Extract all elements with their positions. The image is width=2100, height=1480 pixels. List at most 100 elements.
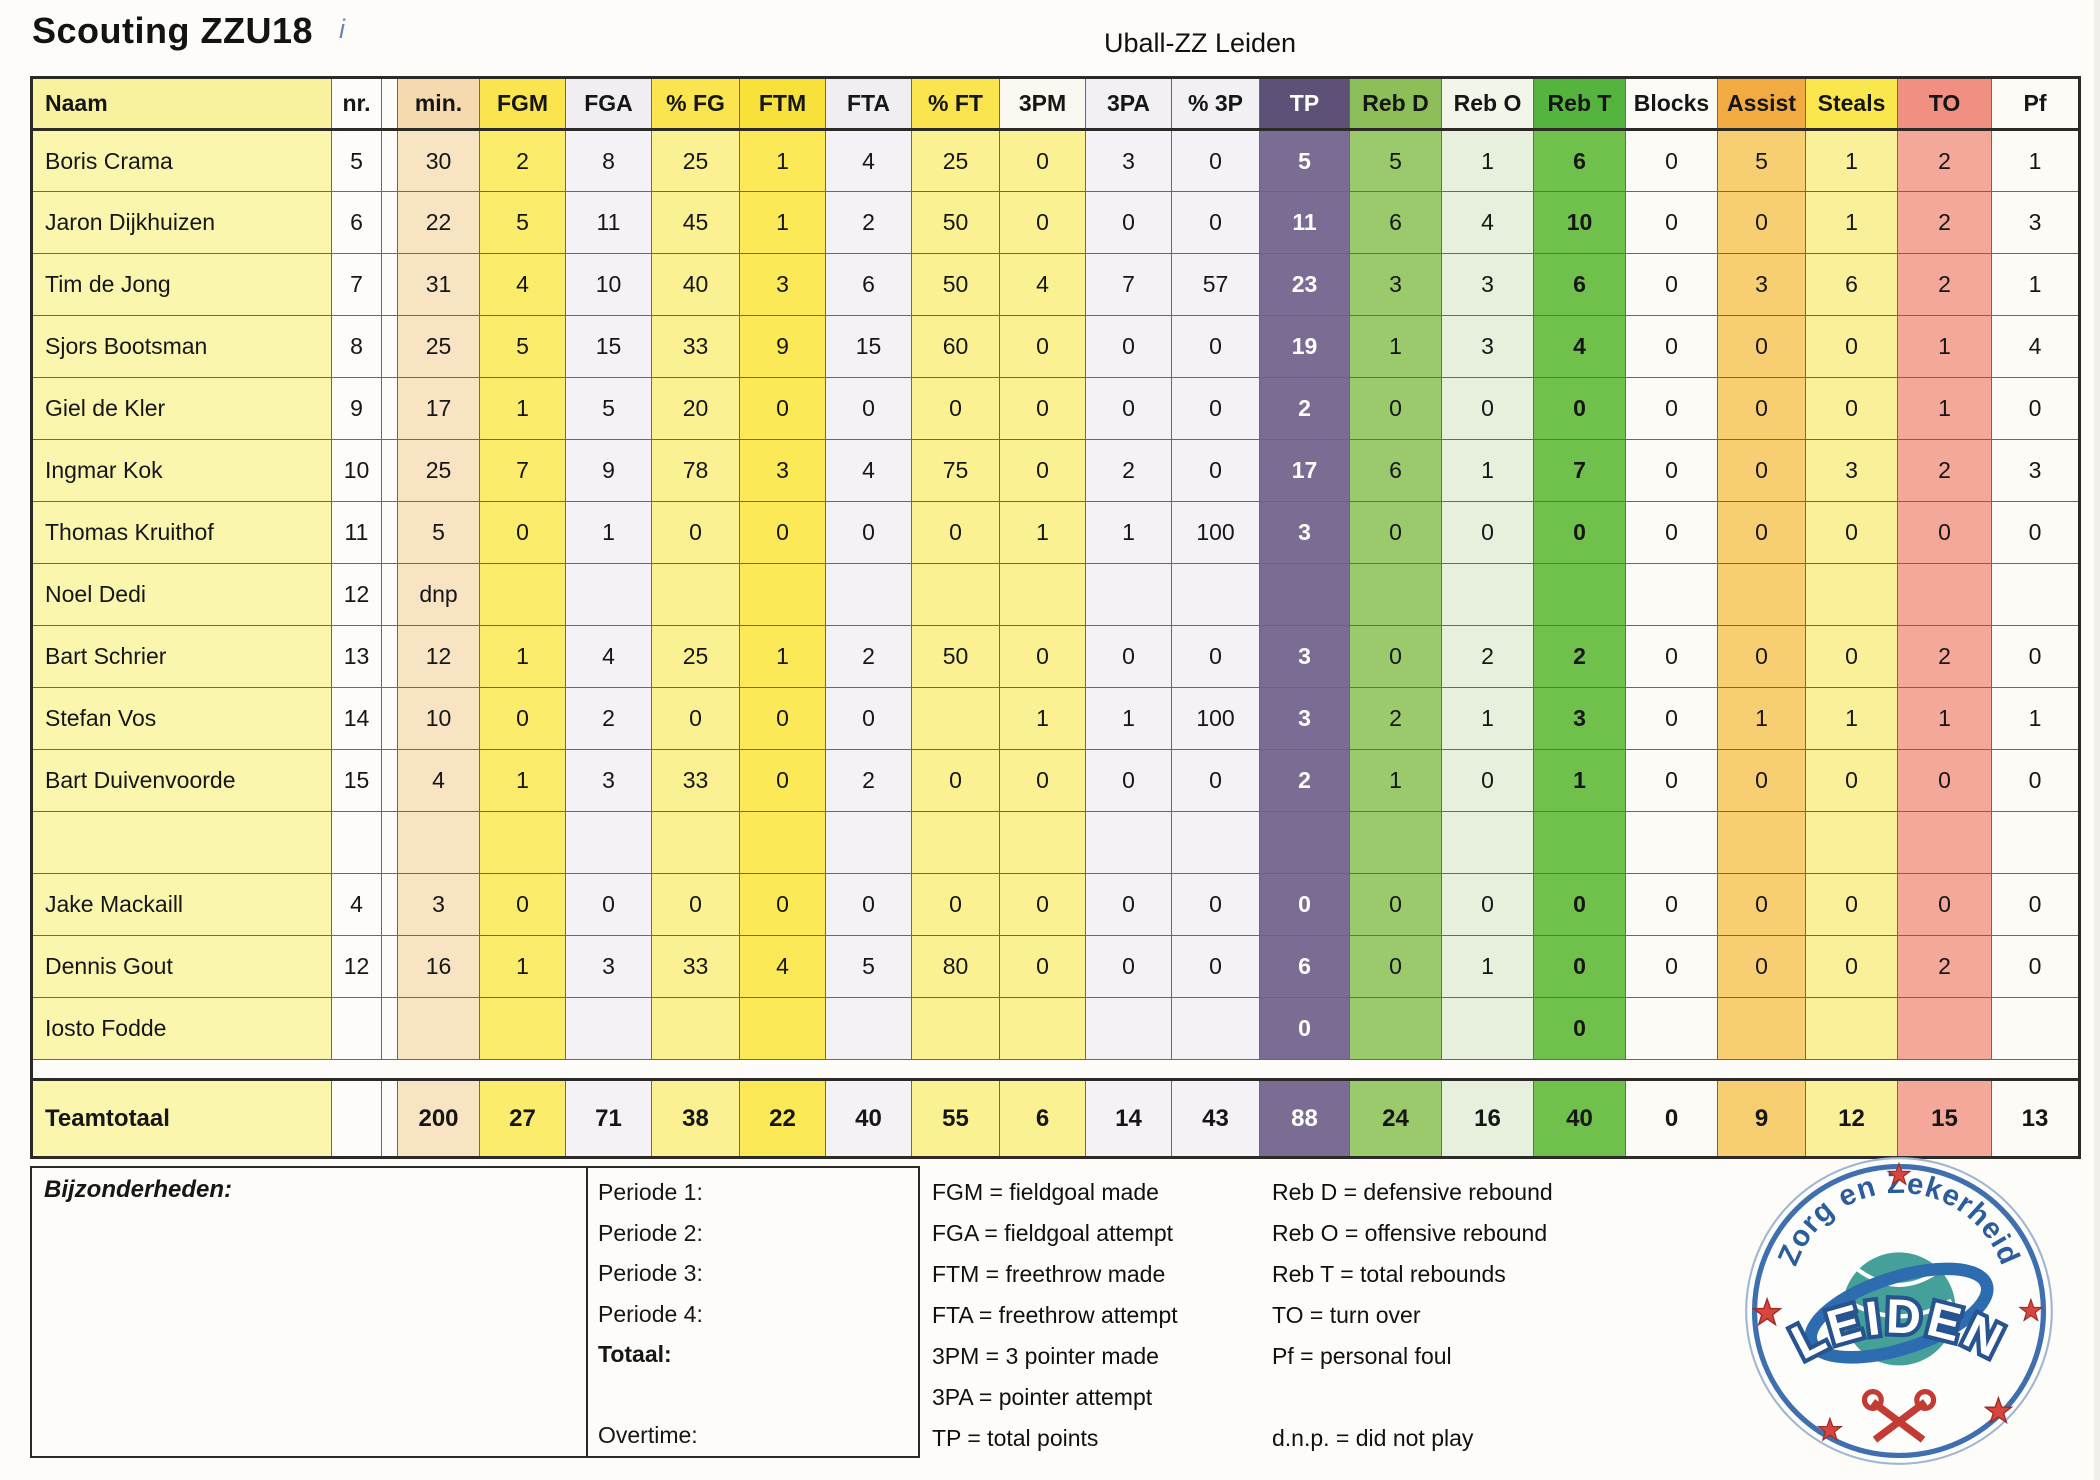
cell-tp: 0 <box>1259 997 1350 1060</box>
cell-pf: 1 <box>1991 129 2080 192</box>
cell-tp: 2 <box>1259 377 1350 440</box>
legend-item: Reb T = total rebounds <box>1272 1261 1506 1287</box>
cell-p3a: 0 <box>1085 315 1172 378</box>
cell-fta <box>825 811 912 874</box>
cell-pft: 0 <box>911 377 1000 440</box>
cell-fga: 1 <box>565 501 652 564</box>
column-header-pfg: % FG <box>651 77 740 131</box>
player-row: Sjors Bootsman 8 25 5 15 33 9 15 60 0 0 0 19 1 3 4 0 0 0 1 4 <box>31 315 2080 378</box>
legend-column-right: Reb D = defensive rebound Reb O = offensi… <box>1272 1172 1712 1459</box>
cell-p3m: 1 <box>999 501 1086 564</box>
cell-rebo: 1 <box>1441 935 1534 998</box>
cell-fgm: 4 <box>479 253 566 316</box>
cell-to <box>1897 997 1992 1060</box>
cell-steals: 12 <box>1805 1078 1898 1158</box>
cell-blocks: 0 <box>1625 873 1718 936</box>
cell-rebt: 0 <box>1533 997 1626 1060</box>
period-label: Periode 4: <box>598 1300 703 1327</box>
legend-item: TO = turn over <box>1272 1302 1421 1328</box>
cell-assist: 0 <box>1717 191 1806 254</box>
cell-tp: 23 <box>1259 253 1350 316</box>
cell-rebd: 1 <box>1349 749 1442 812</box>
cell-pf: 0 <box>1991 935 2080 998</box>
cell-pft: 50 <box>911 253 1000 316</box>
cell-assist: 0 <box>1717 873 1806 936</box>
cell-to <box>1897 563 1992 626</box>
cell-p3m <box>999 811 1086 874</box>
cell-pft <box>911 997 1000 1060</box>
cell-p3m: 6 <box>999 1078 1086 1158</box>
cell-pfg: 38 <box>651 1078 740 1158</box>
gap-cell <box>31 1059 2080 1080</box>
period-label <box>588 1375 918 1416</box>
cell-assist: 0 <box>1717 625 1806 688</box>
player-row: Dennis Gout 12 16 1 3 33 4 5 80 0 0 0 6 0 1 0 0 0 0 2 0 <box>31 935 2080 998</box>
cell-p3p: 0 <box>1171 749 1260 812</box>
title-bar: Scouting ZZU18 i <box>32 10 345 52</box>
period-label: Periode 1: <box>598 1179 703 1205</box>
cell-pft <box>911 687 1000 750</box>
cell-rebd: 1 <box>1349 315 1442 378</box>
cell-rebd <box>1349 997 1442 1060</box>
cell-fga: 9 <box>565 439 652 502</box>
cell-fgm: 0 <box>479 687 566 750</box>
cell-to: 1 <box>1897 687 1992 750</box>
cell-pft: 55 <box>911 1078 1000 1158</box>
cell-min: 4 <box>397 749 480 812</box>
cell-pf: 13 <box>1991 1078 2080 1158</box>
cell-ftm <box>739 563 826 626</box>
cell-spacer <box>381 129 398 192</box>
cell-tp: 6 <box>1259 935 1350 998</box>
cell-fgm: 1 <box>479 935 566 998</box>
cell-pft: 50 <box>911 625 1000 688</box>
cell-fta <box>825 563 912 626</box>
cell-pf <box>1991 811 2080 874</box>
cell-pfg: 25 <box>651 625 740 688</box>
cell-pft: 0 <box>911 749 1000 812</box>
header-row: Naam nr. min. FGM FGA% FG FTM FTA% FT 3PM 3PA% 3… <box>31 77 2080 131</box>
cell-fgm: 1 <box>479 377 566 440</box>
cell-to: 1 <box>1897 377 1992 440</box>
column-header-fta: FTA <box>825 77 912 131</box>
cell-rebo: 0 <box>1441 501 1534 564</box>
player-name-cell <box>31 811 332 874</box>
cell-fta: 5 <box>825 935 912 998</box>
player-name-cell: Sjors Bootsman <box>31 315 332 378</box>
cell-p3a <box>1085 811 1172 874</box>
cell-blocks <box>1625 811 1718 874</box>
team-total-row: Teamtotaal 200 27 71 38 22 40 55 6 14 43 88 24 16 40 0 9… <box>31 1078 2080 1158</box>
cell-p3a: 0 <box>1085 191 1172 254</box>
cell-rebd: 2 <box>1349 687 1442 750</box>
cell-spacer <box>381 377 398 440</box>
cell-rebo: 4 <box>1441 191 1534 254</box>
cell-p3m: 1 <box>999 687 1086 750</box>
cell-p3m: 0 <box>999 377 1086 440</box>
cell-pft: 0 <box>911 873 1000 936</box>
cell-assist: 0 <box>1717 377 1806 440</box>
player-row: Iosto Fodde 0 0 <box>31 997 2080 1060</box>
cell-p3m: 0 <box>999 129 1086 192</box>
cell-fgm <box>479 997 566 1060</box>
cell-p3m: 0 <box>999 191 1086 254</box>
cell-fga <box>565 997 652 1060</box>
player-name-cell: Bart Schrier <box>31 625 332 688</box>
cell-fga: 3 <box>565 935 652 998</box>
match-title: Uball-ZZ Leiden <box>1103 28 1297 58</box>
cell-tp: 0 <box>1259 873 1350 936</box>
column-header-to: TO <box>1897 77 1992 131</box>
cell-steals: 1 <box>1805 687 1898 750</box>
cell-to: 2 <box>1897 935 1992 998</box>
player-row: Noel Dedi 12 dnp <box>31 563 2080 626</box>
cell-steals: 6 <box>1805 253 1898 316</box>
cell-tp: 2 <box>1259 749 1350 812</box>
cell-fta: 0 <box>825 377 912 440</box>
cell-pfg <box>651 997 740 1060</box>
player-row: Bart Duivenvoorde 15 4 1 3 33 0 2 0 0 0 0 2 1 0 1 0 0 0 0 0 <box>31 749 2080 812</box>
cell-assist: 9 <box>1717 1078 1806 1158</box>
cell-pf <box>1991 997 2080 1060</box>
cell-p3a: 7 <box>1085 253 1172 316</box>
cell-rebt: 3 <box>1533 687 1626 750</box>
cell-min: 3 <box>397 873 480 936</box>
cell-p3p: 0 <box>1171 129 1260 192</box>
cell-min: 25 <box>397 439 480 502</box>
